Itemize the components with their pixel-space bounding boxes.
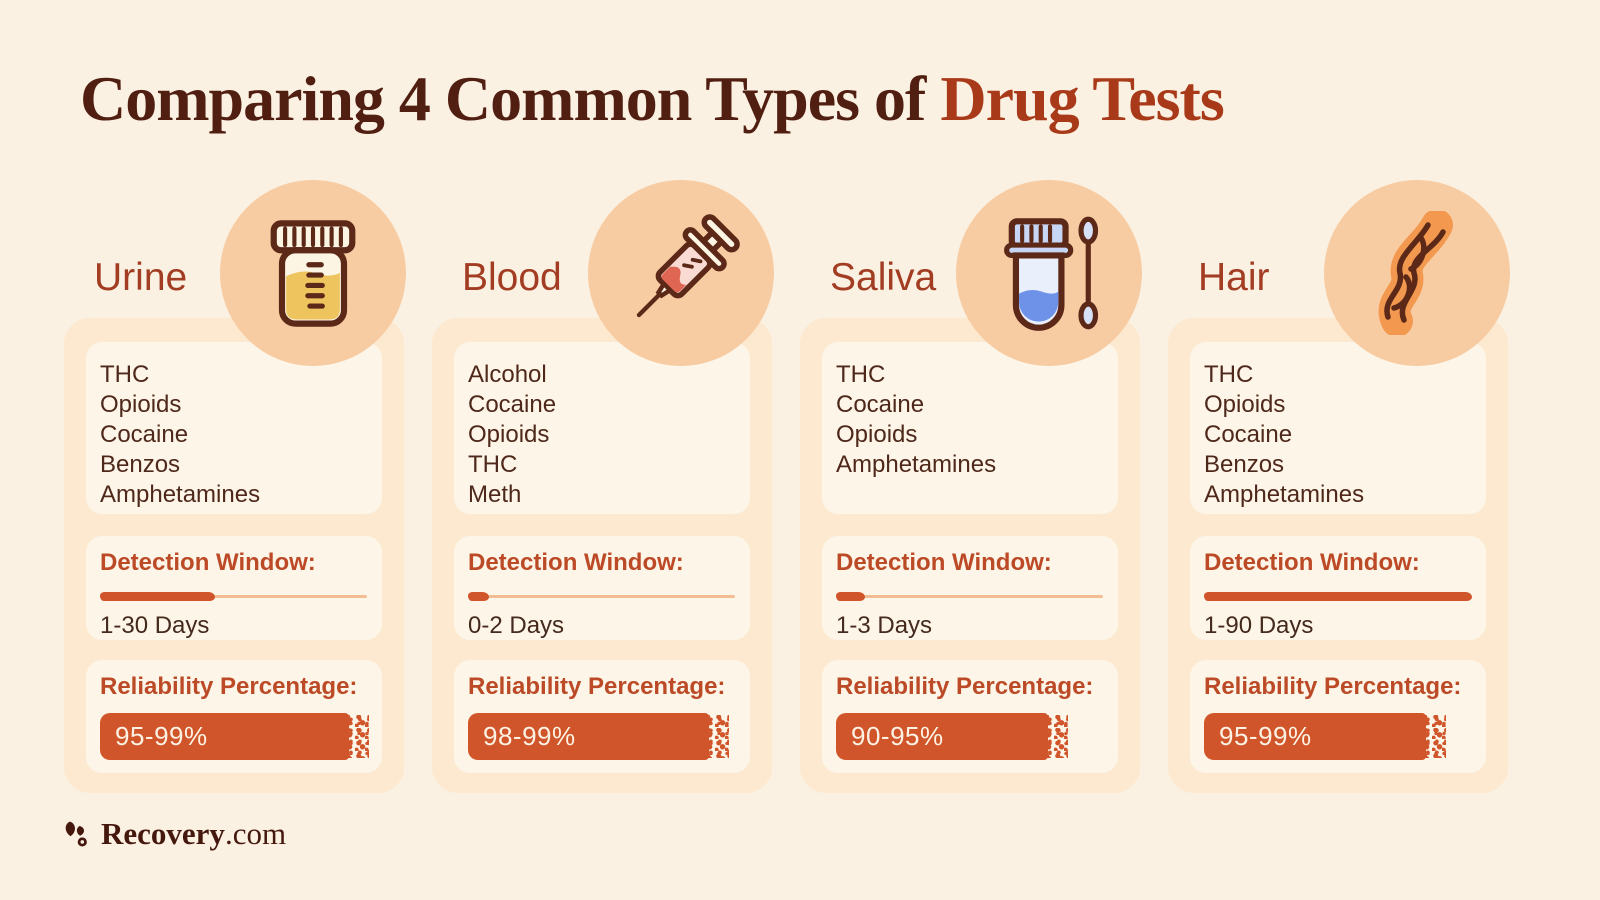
substance-item: Cocaine — [468, 391, 557, 418]
reliability-card: Reliability Percentage: 90-95% — [822, 660, 1118, 773]
substance-item: Amphetamines — [100, 481, 261, 508]
syringe-icon — [636, 214, 740, 318]
detection-track-fill — [468, 592, 490, 601]
brand-name: Recovery — [101, 816, 225, 851]
brand-text: Recovery.com — [101, 818, 286, 849]
detection-card: Detection Window: 1-30 Days — [86, 536, 382, 640]
urine-panel: THC Opioids Cocaine Benzos Amphetamines … — [64, 318, 404, 793]
substances-card: THC Opioids Cocaine Benzos Amphetamines — [1190, 342, 1486, 514]
saliva-icon-circle — [956, 180, 1142, 366]
saliva-test-icon — [1004, 216, 1099, 331]
saliva-panel: THC Cocaine Opioids Amphetamines Detecti… — [800, 318, 1140, 793]
reliability-card: Reliability Percentage: 98-99% — [454, 660, 750, 773]
substances-card: THC Opioids Cocaine Benzos Amphetamines — [86, 342, 382, 514]
substance-item: Meth — [468, 481, 522, 508]
detection-window-value: 1-30 Days — [100, 612, 210, 639]
substance-item: THC — [468, 451, 518, 478]
substance-item: Opioids — [468, 421, 550, 448]
detection-window-label: Detection Window: — [836, 549, 1052, 576]
detection-track — [836, 592, 1104, 601]
detection-track-fill — [1204, 592, 1472, 601]
substance-item: Opioids — [100, 391, 182, 418]
reliability-bar: 98-99% — [468, 713, 730, 760]
substance-item: Cocaine — [100, 421, 189, 448]
detection-window-label: Detection Window: — [100, 549, 316, 576]
urine-icon-circle — [220, 180, 406, 366]
column-urine: Urine THC Opioids Cocaine — [64, 180, 406, 794]
reliability-value: 98-99% — [483, 721, 576, 751]
detection-track-line — [101, 595, 367, 598]
page-title-prefix: Comparing 4 Common Types of — [80, 63, 941, 134]
substance-item: Opioids — [1204, 391, 1286, 418]
column-blood: Blood Alcohol — [432, 180, 774, 794]
column-title: Saliva — [830, 256, 937, 299]
detection-window-label: Detection Window: — [468, 549, 684, 576]
reliability-value: 95-99% — [1219, 721, 1312, 751]
detection-card: Detection Window: 1-90 Days — [1190, 536, 1486, 640]
detection-track-fill — [100, 592, 216, 601]
reliability-value: 95-99% — [115, 721, 208, 751]
column-saliva: Saliva THC — [800, 180, 1142, 794]
detection-track — [100, 592, 368, 601]
substance-item: THC — [100, 361, 150, 388]
substance-item: Benzos — [1204, 451, 1285, 478]
detection-window-value: 1-90 Days — [1204, 612, 1314, 639]
substance-item: Amphetamines — [1204, 481, 1365, 508]
substances-card: THC Cocaine Opioids Amphetamines — [822, 342, 1118, 514]
column-hair: Hair THC Op — [1168, 180, 1510, 794]
column-title: Urine — [94, 256, 188, 299]
page-title: Comparing 4 Common Types of Drug Tests — [80, 62, 1225, 136]
reliability-label: Reliability Percentage: — [1204, 673, 1462, 700]
hair-strand-icon — [1378, 211, 1453, 335]
detection-window-label: Detection Window: — [1204, 549, 1420, 576]
reliability-label: Reliability Percentage: — [468, 673, 726, 700]
substance-item: Cocaine — [836, 391, 925, 418]
reliability-bar: 90-95% — [836, 713, 1068, 760]
recovery-logo-icon — [65, 821, 87, 847]
columns-row: Urine THC Opioids Cocaine — [64, 180, 1510, 794]
substances-card: Alcohol Cocaine Opioids THC Meth — [454, 342, 750, 514]
column-title: Hair — [1198, 256, 1270, 299]
reliability-card: Reliability Percentage: 95-99% — [86, 660, 382, 773]
substance-item: THC — [1204, 361, 1254, 388]
substance-item: Cocaine — [1204, 421, 1293, 448]
reliability-value: 90-95% — [851, 721, 944, 751]
detection-window-value: 0-2 Days — [468, 612, 565, 639]
footer-brand: Recovery.com — [62, 818, 286, 849]
detection-track-line — [837, 595, 1103, 598]
substance-item: Amphetamines — [836, 451, 997, 478]
page-title-highlight: Drug Tests — [940, 63, 1224, 134]
urine-cup-icon — [270, 220, 356, 327]
column-title: Blood — [462, 256, 562, 299]
detection-card: Detection Window: 0-2 Days — [454, 536, 750, 640]
reliability-bar: 95-99% — [100, 713, 370, 760]
detection-card: Detection Window: 1-3 Days — [822, 536, 1118, 640]
detection-track — [1204, 592, 1472, 601]
substance-item: Alcohol — [468, 361, 547, 388]
detection-window-value: 1-3 Days — [836, 612, 933, 639]
detection-track-line — [469, 595, 735, 598]
substance-item: Opioids — [836, 421, 918, 448]
blood-icon-circle — [588, 180, 774, 366]
reliability-label: Reliability Percentage: — [836, 673, 1094, 700]
substance-item: THC — [836, 361, 886, 388]
reliability-card: Reliability Percentage: 95-99% — [1190, 660, 1486, 773]
brand-suffix: .com — [224, 816, 287, 851]
blood-panel: Alcohol Cocaine Opioids THC Meth Detecti… — [432, 318, 772, 793]
hair-panel: THC Opioids Cocaine Benzos Amphetamines … — [1168, 318, 1508, 793]
detection-track-fill — [836, 592, 866, 601]
substance-item: Benzos — [100, 451, 181, 478]
hair-icon-circle — [1324, 180, 1510, 366]
reliability-bar: 95-99% — [1204, 713, 1447, 760]
detection-track — [468, 592, 736, 601]
reliability-label: Reliability Percentage: — [100, 673, 358, 700]
